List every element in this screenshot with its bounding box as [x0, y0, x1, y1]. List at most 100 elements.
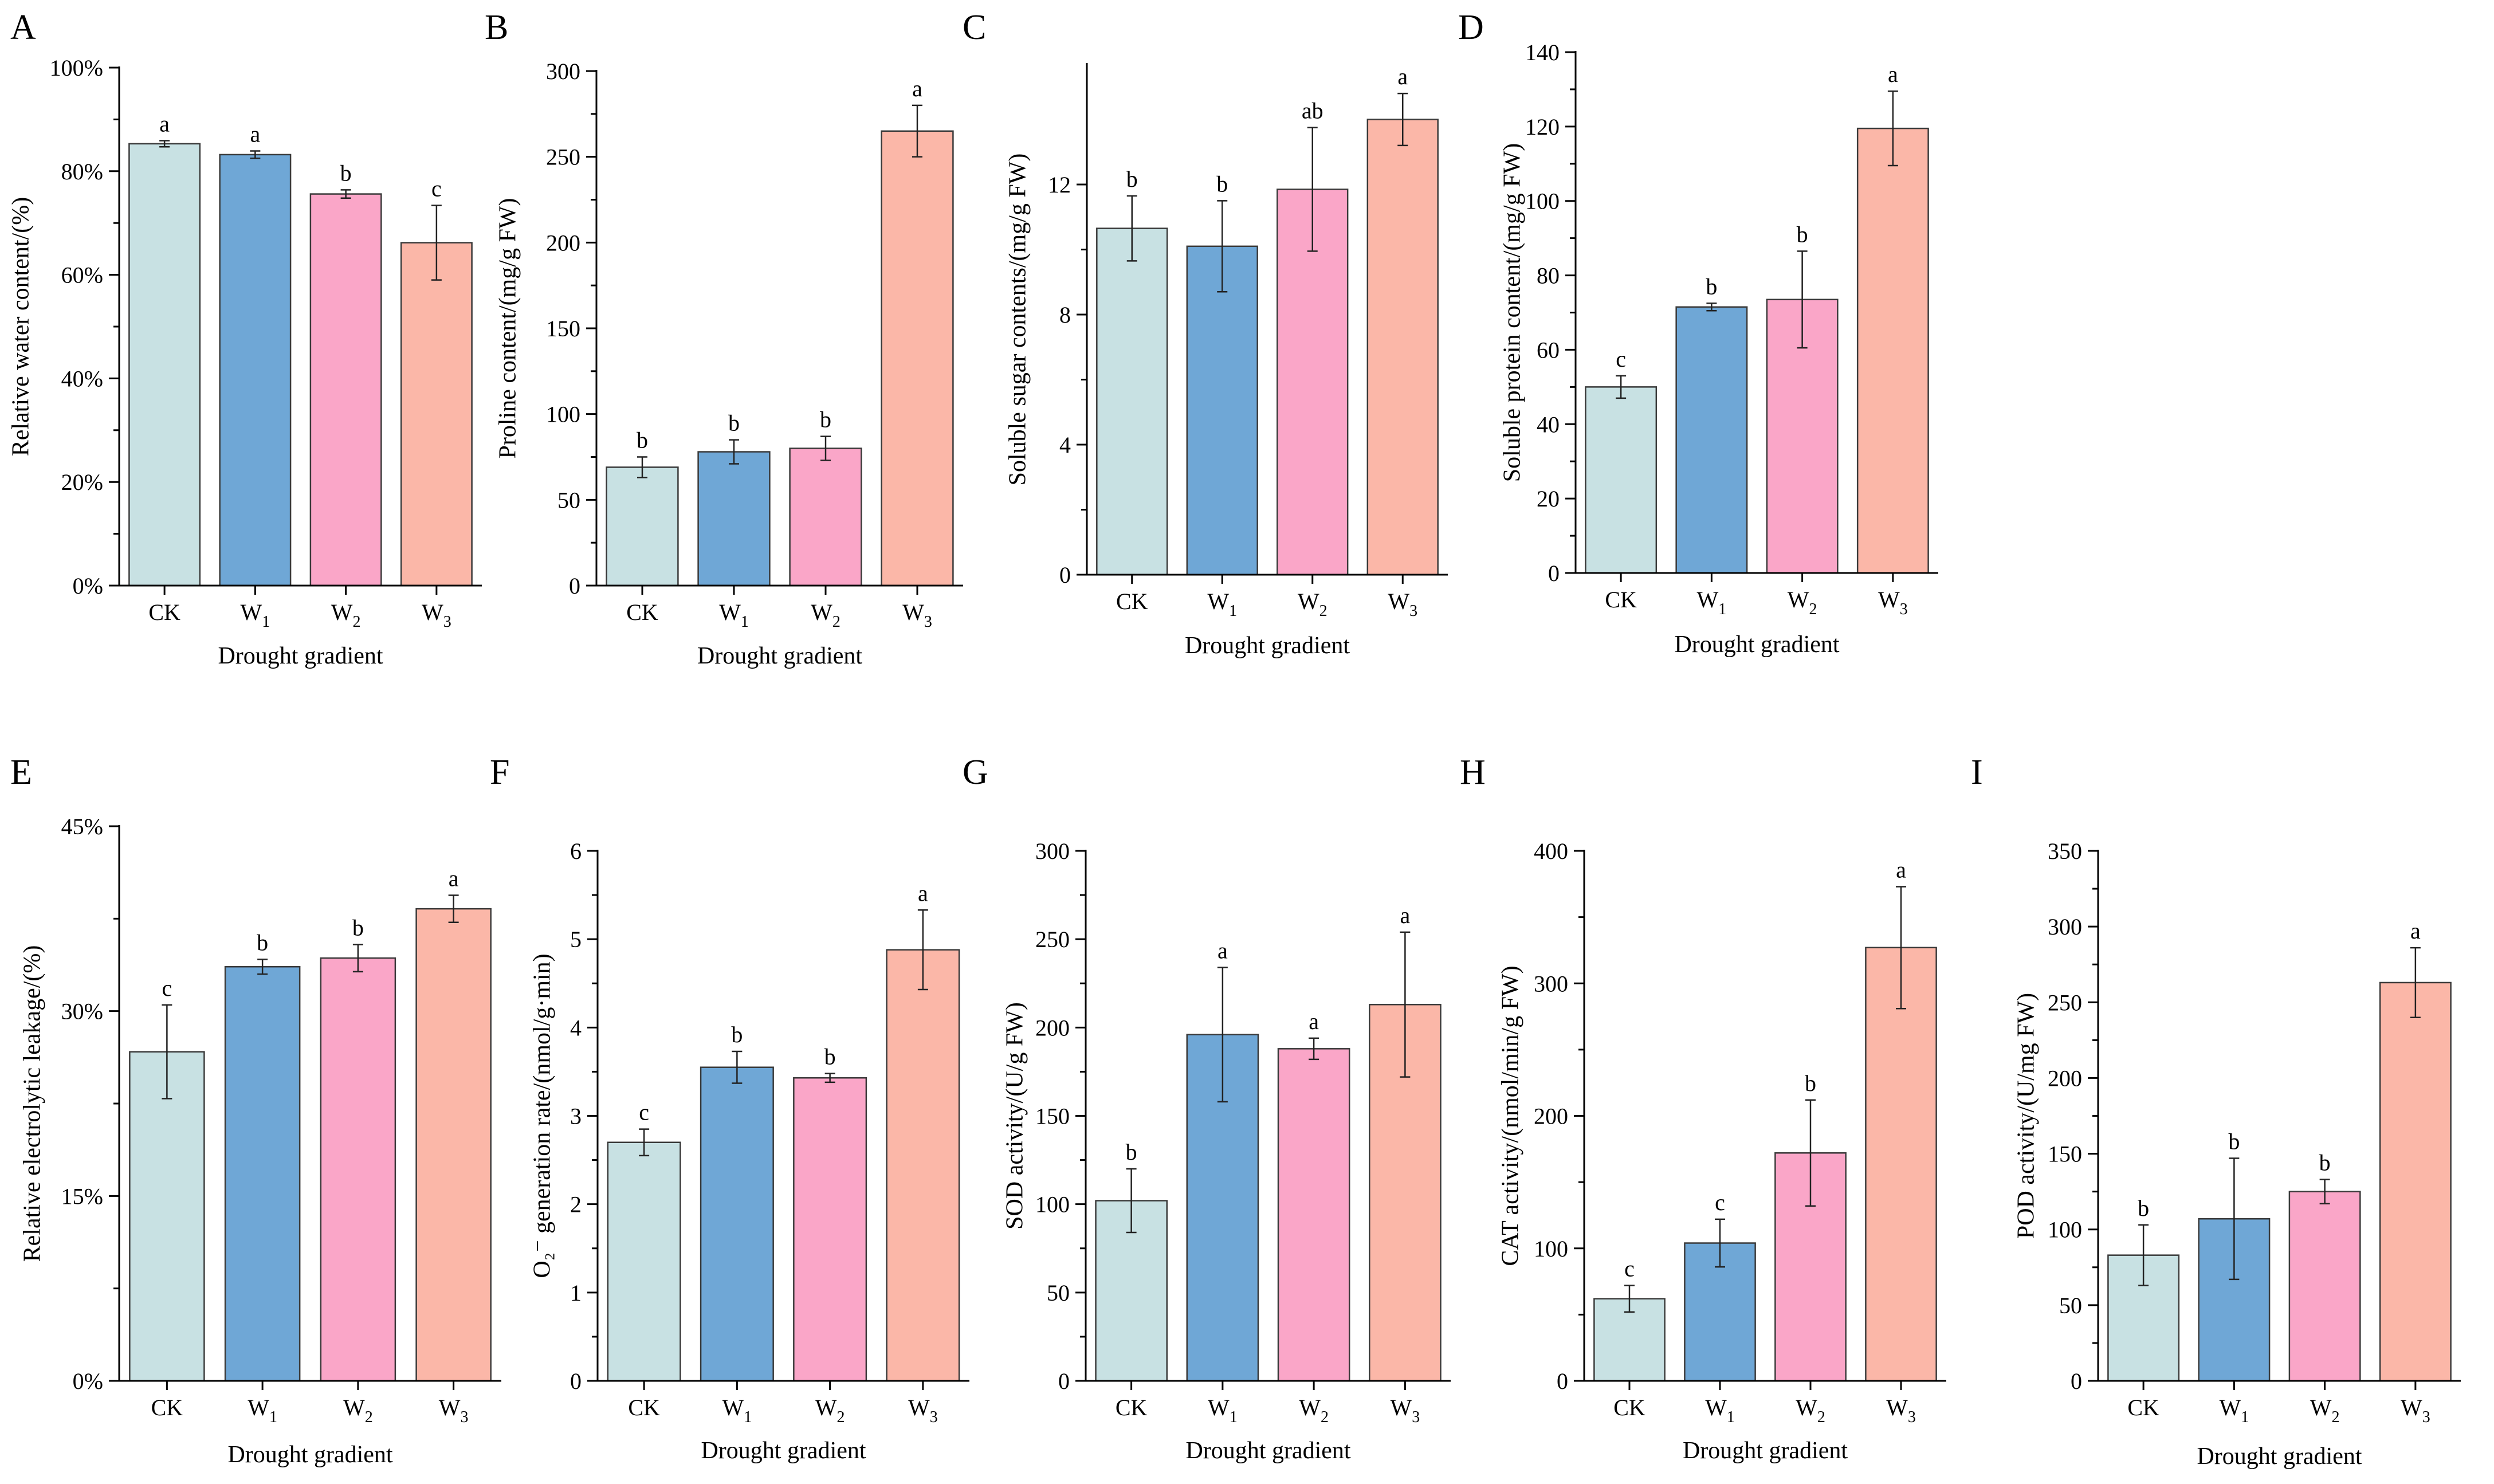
- x-tick-label: W3: [422, 599, 451, 631]
- x-tick-label: W3: [902, 599, 932, 631]
- x-tick-label: W3: [439, 1395, 469, 1426]
- x-axis-title: Drought gradient: [1674, 631, 1839, 658]
- y-tick-label: 50: [2059, 1293, 2082, 1318]
- x-tick-label: W2: [1298, 588, 1327, 620]
- significance-label: b: [731, 1022, 743, 1047]
- y-axis-title: SOD activity/(U/g FW): [1002, 1002, 1028, 1230]
- y-tick-label: 3: [570, 1104, 582, 1129]
- y-tick-label: 0: [1548, 560, 1560, 586]
- bar-i-w3: [2379, 982, 2452, 1382]
- y-tick-label: 0: [1059, 562, 1071, 588]
- y-tick-label: 200: [546, 230, 580, 256]
- x-axis-title: Drought gradient: [701, 1438, 866, 1464]
- y-tick-label: 6: [570, 838, 582, 864]
- significance-label: a: [1896, 857, 1906, 882]
- x-tick-label: W2: [1796, 1395, 1825, 1426]
- significance-label: b: [824, 1044, 836, 1070]
- chart-panel-h: H 0 100 200 300 400 c CK c W1 b W2 a W3 Drought gradie…: [1460, 753, 1946, 1464]
- x-tick-label: W3: [2401, 1395, 2430, 1426]
- x-axis-title: Drought gradient: [227, 1442, 392, 1468]
- panel-letter: H: [1460, 753, 1486, 792]
- y-tick-label: 300: [1035, 838, 1070, 864]
- y-tick-label: 0: [1557, 1368, 1568, 1394]
- significance-label: c: [162, 975, 172, 1001]
- significance-label: b: [728, 410, 740, 436]
- significance-label: b: [257, 929, 268, 955]
- x-tick-label: W2: [815, 1395, 845, 1426]
- significance-label: b: [2228, 1129, 2240, 1155]
- chart-panel-c: C 0 4 8 12 b CK b W1 ab W2 a W3 Drought gradient Solub…: [963, 8, 1448, 659]
- y-tick-label: 140: [1525, 40, 1560, 65]
- significance-label: b: [2138, 1195, 2149, 1221]
- bar-d-w3: [1856, 127, 1929, 574]
- x-tick-label: W3: [1886, 1395, 1916, 1426]
- y-tick-label: 200: [1534, 1104, 1568, 1129]
- y-tick-label: 40: [1537, 411, 1560, 437]
- x-tick-label: CK: [628, 1395, 660, 1420]
- significance-label: b: [1216, 171, 1228, 197]
- y-tick-label: 100: [2048, 1217, 2082, 1243]
- y-tick-label: 80%: [61, 159, 103, 184]
- x-tick-label: W1: [2219, 1395, 2249, 1426]
- significance-label: a: [918, 880, 928, 906]
- bar-f-w1: [700, 1066, 774, 1382]
- significance-label: b: [1805, 1070, 1816, 1096]
- significance-label: a: [1309, 1008, 1319, 1034]
- y-axis-title: Soluble sugar contents/(mg/g FW): [1005, 154, 1031, 486]
- significance-label: c: [1715, 1189, 1725, 1215]
- bar-c-ck: [1096, 227, 1168, 576]
- bar-e-ck: [129, 1051, 205, 1382]
- significance-label: b: [1797, 221, 1808, 247]
- panel-letter: A: [10, 8, 36, 47]
- significance-label: b: [1126, 1139, 1137, 1165]
- significance-label: b: [820, 407, 831, 433]
- y-tick-label: 150: [546, 316, 580, 341]
- y-axis-title: CAT activity/(nmol/min/g FW): [1498, 965, 1524, 1266]
- y-tick-label: 50: [1047, 1280, 1070, 1306]
- chart-panel-d: D 0 20 40 60 80 100 120 140 c CK b W1 b W2 a W3 Drought g…: [1458, 8, 1938, 658]
- x-tick-label: CK: [2127, 1395, 2159, 1420]
- significance-label: ab: [1302, 98, 1323, 124]
- bar-b-w3: [881, 130, 954, 587]
- bar-h-w3: [1865, 947, 1937, 1382]
- y-axis-title: Soluble protein content/(mg/g FW): [1499, 143, 1526, 482]
- significance-label: a: [2410, 918, 2421, 944]
- y-tick-label: 4: [1059, 432, 1071, 458]
- chart-panel-i: I 0 50 100 150 200 250 300 350 b CK b W1 b W2 a W3 Drough…: [1971, 753, 2461, 1470]
- y-tick-label: 400: [1534, 838, 1568, 864]
- y-tick-label: 12: [1048, 172, 1071, 198]
- significance-label: a: [250, 121, 260, 147]
- bar-b-ck: [606, 466, 679, 587]
- chart-panel-g: G 0 50 100 150 200 250 300 b CK a W1 a W2 a W3 Drought g…: [963, 753, 1451, 1464]
- significance-label: c: [431, 175, 442, 201]
- y-tick-label: 20: [1537, 486, 1560, 512]
- y-tick-label: 1: [570, 1280, 582, 1306]
- y-tick-label: 200: [2048, 1065, 2082, 1091]
- significance-label: b: [637, 427, 648, 453]
- x-tick-label: W2: [331, 599, 361, 631]
- significance-label: a: [1888, 61, 1898, 87]
- y-tick-label: 30%: [61, 999, 103, 1024]
- bar-f-w3: [886, 949, 960, 1382]
- y-tick-label: 80: [1537, 263, 1560, 289]
- bar-f-w2: [793, 1077, 867, 1382]
- significance-label: b: [352, 915, 364, 941]
- x-tick-label: W1: [1696, 587, 1726, 618]
- y-tick-label: 2: [570, 1192, 582, 1218]
- y-tick-label: 150: [1035, 1104, 1070, 1129]
- significance-label: b: [1126, 166, 1138, 192]
- y-axis-title: Relative water content/(%): [8, 197, 34, 456]
- y-tick-label: 100: [1035, 1192, 1070, 1218]
- bar-f-ck: [607, 1141, 681, 1382]
- y-tick-label: 0: [2071, 1368, 2082, 1394]
- bar-b-w2: [789, 447, 862, 587]
- bar-d-w1: [1675, 306, 1748, 574]
- y-tick-label: 120: [1525, 114, 1560, 140]
- bar-a-w2: [309, 193, 382, 587]
- y-tick-label: 40%: [61, 366, 103, 391]
- significance-label: a: [1217, 938, 1228, 964]
- significance-label: c: [1624, 1256, 1635, 1282]
- y-tick-label: 8: [1059, 302, 1071, 328]
- x-tick-label: W2: [1788, 587, 1817, 618]
